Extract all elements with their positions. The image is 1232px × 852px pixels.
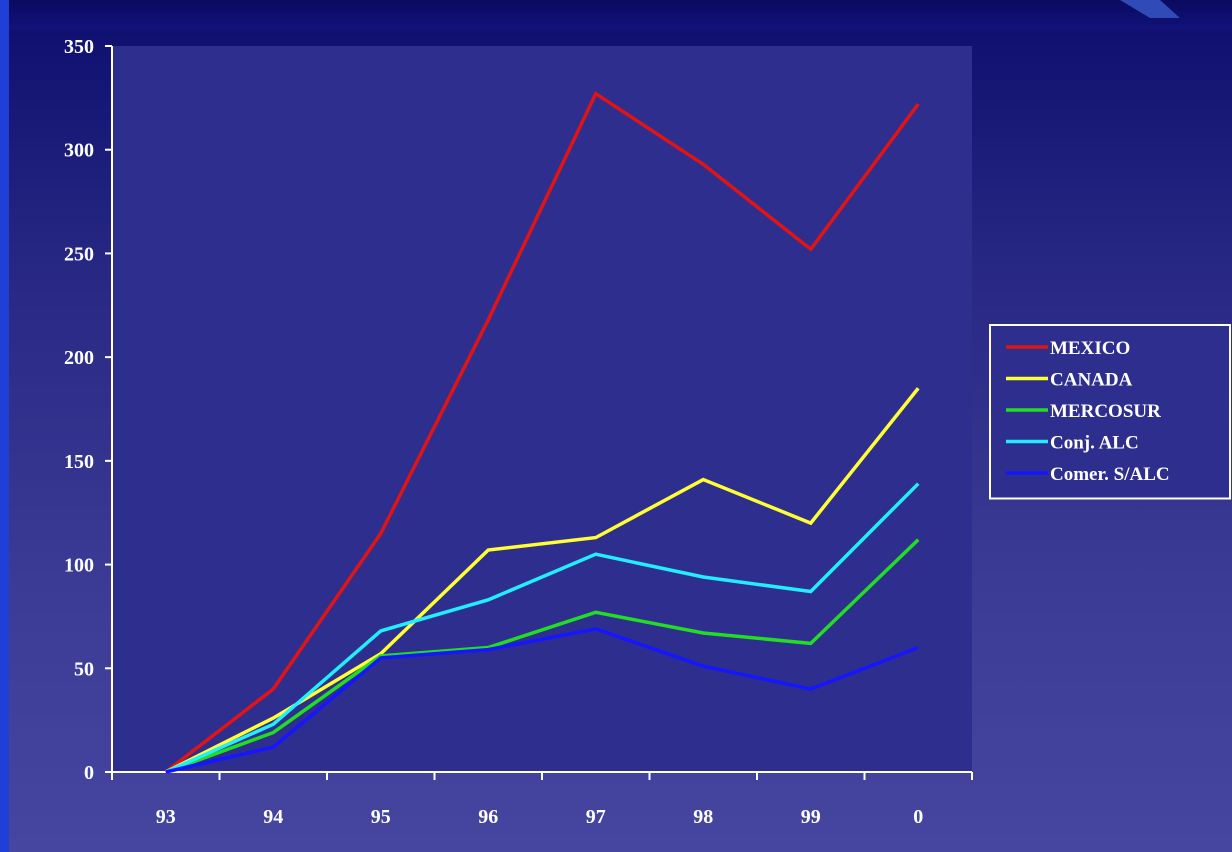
legend-label: Conj. ALC: [1050, 433, 1139, 454]
x-tick-label: 96: [478, 806, 498, 828]
x-tick-label: 97: [586, 806, 606, 828]
slide-top-band: [0, 0, 1232, 30]
series-line-mercosur: [165, 538, 920, 774]
slide-left-accent-bar: [0, 0, 9, 852]
x-tick-label: 99: [801, 806, 821, 828]
series-line-mexico: [164, 91, 920, 774]
y-axis: 0 50 100 150 200 250 300 350: [64, 36, 113, 784]
y-tick-label: 50: [74, 658, 94, 680]
y-tick-label: 0: [84, 762, 94, 784]
corner-decoration-icon: [1120, 0, 1180, 18]
legend: MEXICO CANADA MERCOSUR Conj. ALC Comer. S/AL…: [989, 324, 1231, 500]
y-tick-label: 250: [64, 243, 94, 265]
y-tick-label: 300: [64, 140, 94, 162]
legend-label: CANADA: [1050, 370, 1133, 391]
x-tick-label: 95: [371, 806, 391, 828]
y-tick-label: 350: [64, 36, 94, 58]
x-tick-label: 98: [693, 806, 713, 828]
y-tick-label: 200: [64, 347, 94, 369]
series-line-comer-s-alc: [165, 627, 919, 774]
series-line-conj-alc: [165, 482, 920, 774]
y-tick-label: 100: [64, 555, 94, 577]
plot-area: [112, 46, 972, 772]
x-tick-label: 0: [913, 806, 923, 828]
y-tick-label: 150: [64, 451, 94, 473]
series-layer: [164, 91, 920, 774]
x-axis: 93 94 95 96 97 98 99 0: [111, 771, 973, 828]
x-tick-label: 94: [263, 806, 283, 828]
legend-label: Comer. S/ALC: [1050, 464, 1170, 485]
legend-label: MEXICO: [1050, 338, 1130, 359]
x-tick-label: 93: [156, 806, 176, 828]
legend-label: MERCOSUR: [1050, 401, 1161, 422]
